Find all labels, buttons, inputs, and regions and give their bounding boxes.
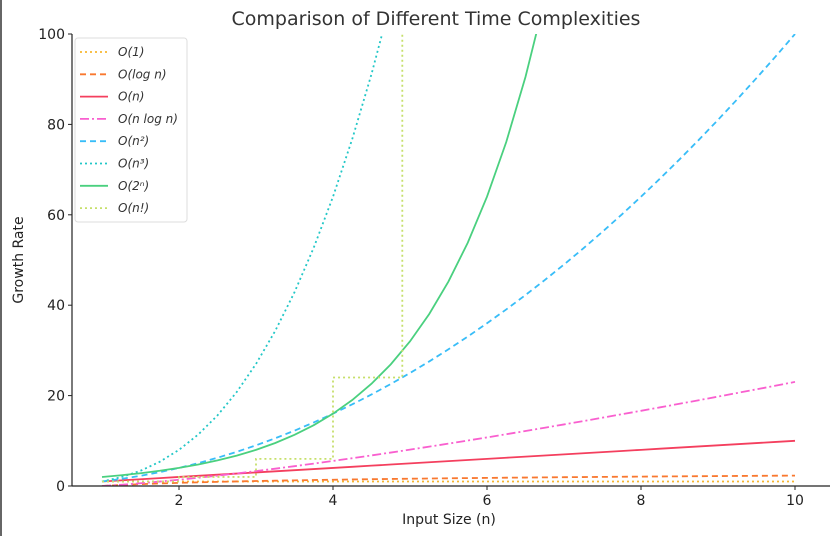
y-tick-label: 60	[47, 208, 65, 224]
y-tick-label: 80	[47, 117, 65, 133]
y-tick-label: 100	[38, 27, 65, 43]
legend-label-4: O(n²)	[118, 134, 149, 148]
x-ticks: 2 4 6 8 10	[175, 486, 804, 509]
legend-label-7: O(n!)	[118, 201, 149, 215]
legend-box	[74, 37, 188, 223]
series-line-4	[101, 34, 796, 483]
legend-label-3: O(n log n)	[118, 112, 178, 126]
y-ticks: 0 20 40 60 80 100	[38, 27, 72, 495]
chart-title: Comparison of Different Time Complexitie…	[232, 8, 641, 30]
series-line-6	[101, 34, 538, 478]
legend-label-2: O(n)	[118, 90, 144, 104]
y-tick-label: 0	[56, 479, 65, 495]
x-tick-label: 4	[329, 493, 338, 509]
series-line-1	[101, 474, 796, 486]
y-tick-label: 40	[47, 298, 65, 314]
series-group	[101, 34, 796, 486]
legend: O(1) O(log n) O(n) O(n log n) O(n²) O(n³) O(2ⁿ…	[74, 37, 188, 223]
legend-label-0: O(1)	[118, 45, 144, 59]
x-tick-label: 6	[483, 493, 492, 509]
x-tick-label: 8	[637, 493, 646, 509]
x-tick-label: 2	[175, 493, 184, 509]
y-axis-label: Growth Rate	[11, 216, 27, 303]
series-line-3	[101, 381, 796, 486]
x-axis-label: Input Size (n)	[402, 512, 496, 528]
series-line-2	[101, 439, 796, 483]
legend-label-6: O(2ⁿ)	[118, 179, 149, 193]
series-line-7	[102, 34, 404, 483]
y-tick-label: 20	[47, 389, 65, 405]
legend-label-5: O(n³)	[118, 157, 149, 171]
legend-label-1: O(log n)	[118, 67, 167, 81]
x-tick-label: 10	[786, 493, 804, 509]
